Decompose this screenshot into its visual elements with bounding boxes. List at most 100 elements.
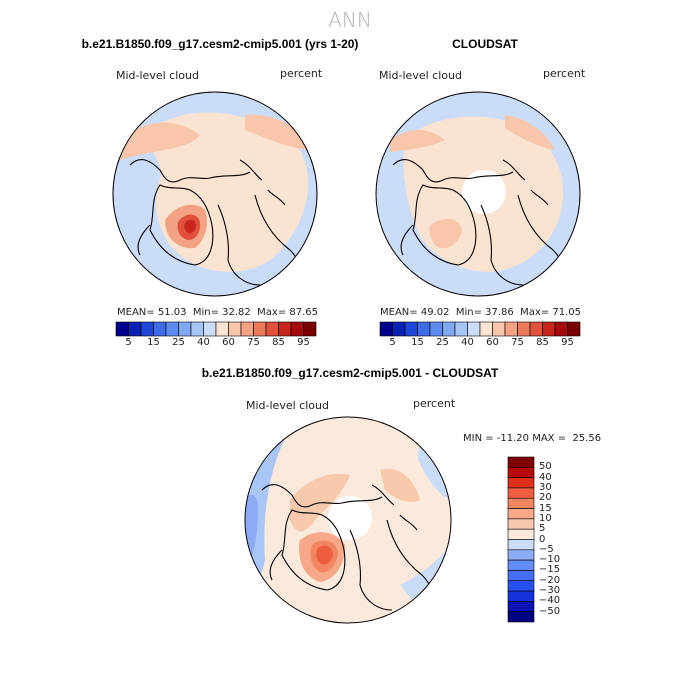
panel2-max: 71.05 xyxy=(552,307,582,318)
panel3-colorbar-tick: 30 xyxy=(539,481,552,493)
panel3-colorbar-tick: 50 xyxy=(539,461,552,473)
panel3-colorbar-box xyxy=(507,456,535,468)
panel1-title: b.e21.B1850.f09_g17.cesm2-cmip5.001 (yrs… xyxy=(81,37,359,51)
panel2-colorbar-tick: 25 xyxy=(436,337,449,348)
panel1-field-canada xyxy=(240,198,285,237)
panel3-field-pacific-neg-b xyxy=(400,545,451,610)
panel3-colorbar-box xyxy=(507,497,535,509)
panel1-colorbar-tick: 40 xyxy=(197,337,210,348)
panel2-map-border xyxy=(375,91,581,297)
panel1-min: 32.82 xyxy=(222,307,251,318)
panel2-min: 37.86 xyxy=(485,307,514,318)
panel2-mean: 49.02 xyxy=(420,307,450,318)
panel3-field-greenland-c xyxy=(316,545,333,565)
panel1-colorbar-tick: 5 xyxy=(125,337,132,348)
panel1-colorbar-box xyxy=(303,321,317,337)
panel3-colorbar-tick: 10 xyxy=(539,512,552,524)
panel1-colorbar xyxy=(115,321,317,337)
panel2-stats: MEAN= 49.02 Min= 37.86 Max= 71.05 xyxy=(380,307,581,318)
panel3-field-pos-b xyxy=(380,469,420,502)
panel2-colorbar-tick: 95 xyxy=(561,337,574,348)
panel3-minmax: MIN = -11.20 MAX = 25.56 xyxy=(463,433,602,444)
panel3-colorbar-box xyxy=(507,549,535,561)
panel3-colorbar-tick: −20 xyxy=(539,574,561,586)
panel3-colorbar-box xyxy=(507,508,535,520)
panel3-colorbar-tick: 20 xyxy=(539,492,552,504)
panel2-colorbar-tick: 40 xyxy=(461,337,474,348)
panel3-colorbar-tick: −50 xyxy=(539,605,561,617)
panel2-colorbar-tick: 60 xyxy=(486,337,499,348)
panel1-mean-label: MEAN= xyxy=(117,307,155,318)
panel2-colorbar-box xyxy=(567,321,581,337)
panel1-colorbar-tick: 60 xyxy=(222,337,235,348)
panel3-colorbar-tick: −40 xyxy=(539,595,561,607)
panel3-colorbar-tick: 15 xyxy=(539,502,552,514)
panel1-field-eurasia-band xyxy=(120,122,200,160)
panel2-min-label: Min= xyxy=(455,307,482,318)
panel3-colorbar-box xyxy=(507,467,535,478)
panel3-colorbar-ticks: 50 40 30 20 15 10 5 0 −5 −10 −15 −20 −30 −40 −50 xyxy=(539,457,579,622)
panel3-colorbar-box xyxy=(507,539,535,551)
panel3-colorbar-tick: −5 xyxy=(539,543,554,555)
panel2-colorbar-tick: 15 xyxy=(411,337,424,348)
panel1-max: 87.65 xyxy=(289,307,319,318)
panel2-colorbar xyxy=(379,321,581,337)
panel1-field-pacific-band xyxy=(245,114,312,150)
panel2-colorbar-tick: 75 xyxy=(511,337,524,348)
panel3-colorbar-tick: −10 xyxy=(539,554,561,566)
panel3-colorbar-tick: 40 xyxy=(539,471,552,483)
panel2-field-pacific-band xyxy=(505,115,555,150)
panel3-colorbar-box xyxy=(507,570,535,582)
panel1-field-greenland-c xyxy=(184,219,196,234)
panel3-colorbar-box xyxy=(507,518,535,530)
panel1-mean: 51.03 xyxy=(157,307,187,318)
panel3-units: percent xyxy=(413,397,456,410)
panel2-missing-pole xyxy=(462,170,506,214)
panel1-variable: Mid-level cloud xyxy=(116,69,199,82)
panel2-title: CLOUDSAT xyxy=(452,37,518,51)
panel1-stats: MEAN= 51.03 Min= 32.82 Max= 87.65 xyxy=(117,307,318,318)
panel1-colorbar-tick: 85 xyxy=(272,337,285,348)
panel2-variable: Mid-level cloud xyxy=(379,69,462,82)
panel3-colorbar-box xyxy=(507,528,535,540)
panel1-map-border xyxy=(112,91,318,297)
panel1-colorbar-tick: 25 xyxy=(172,337,185,348)
panel2-field-eurasia-band xyxy=(390,129,445,152)
panel3-colorbar-tick: 5 xyxy=(539,523,546,535)
panel3-colorbar-box xyxy=(507,477,535,489)
panel3-colorbar-box xyxy=(507,559,535,571)
panel3-colorbar-tick: −15 xyxy=(539,564,561,576)
panel3-missing-pole xyxy=(328,496,372,540)
panel3-field-atlantic-neg-a xyxy=(245,438,285,600)
panel3-colorbar-box xyxy=(507,487,535,499)
panel1-colorbar-tick: 15 xyxy=(147,337,160,348)
panel2-max-label: Max= xyxy=(520,307,550,318)
panel3-colorbar-box xyxy=(507,611,535,623)
panel2-units: percent xyxy=(543,67,586,80)
panel3-colorbar-tick: −30 xyxy=(539,585,561,597)
panel3-colorbar-tick: 0 xyxy=(539,533,546,545)
panel2-colorbar-ticks: 5 15 25 40 60 75 85 95 xyxy=(380,337,580,351)
panel1-min-label: Min= xyxy=(192,307,219,318)
panel2-colorbar-tick: 85 xyxy=(536,337,549,348)
panel1-colorbar-ticks: 5 15 25 40 60 75 85 95 xyxy=(116,337,316,351)
panel3-map-border xyxy=(244,416,452,624)
panel3-colorbar xyxy=(507,456,535,623)
panel3-colorbar-box xyxy=(507,580,535,592)
panel2-colorbar-tick: 5 xyxy=(389,337,396,348)
panel2-coastlines xyxy=(392,159,566,286)
panel1-colorbar-tick: 95 xyxy=(297,337,310,348)
panel2-mean-label: MEAN= xyxy=(380,307,418,318)
panel3-colorbar-box xyxy=(507,590,535,602)
panel2-field-greenland xyxy=(429,218,462,249)
season-title: ANN xyxy=(328,8,372,32)
panel1-max-label: Max= xyxy=(257,307,287,318)
panel1-coastlines xyxy=(129,159,303,286)
panel1-units: percent xyxy=(280,67,323,80)
panel1-colorbar-tick: 75 xyxy=(247,337,260,348)
panel3-variable: Mid-level cloud xyxy=(246,399,329,412)
panel3-coastlines xyxy=(261,484,435,611)
